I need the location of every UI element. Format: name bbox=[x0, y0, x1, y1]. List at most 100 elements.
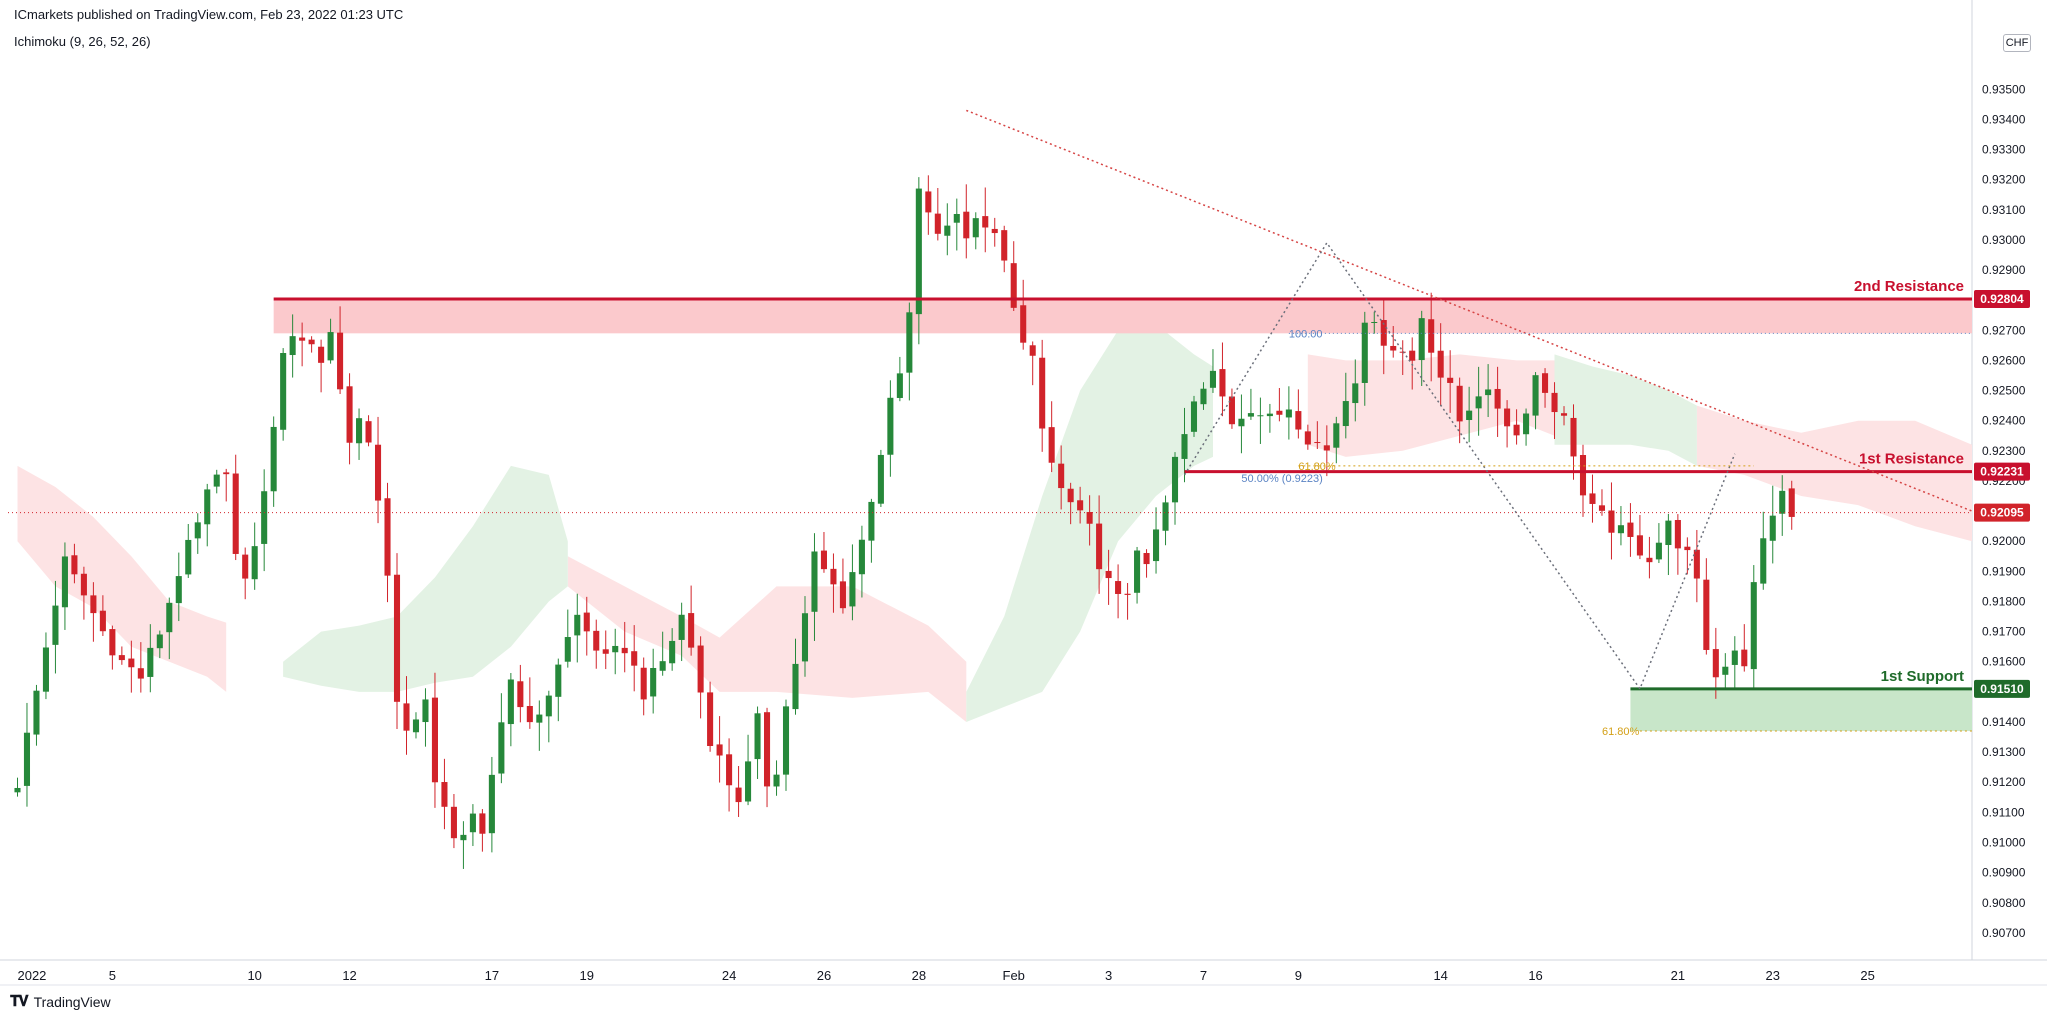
candle-body bbox=[327, 332, 334, 361]
level-label: 2nd Resistance bbox=[1854, 278, 1964, 295]
candle-body bbox=[868, 501, 875, 541]
candle-body bbox=[270, 426, 277, 492]
candle bbox=[982, 187, 989, 253]
candle-body bbox=[1579, 455, 1587, 496]
candle bbox=[1513, 409, 1520, 445]
candle bbox=[1409, 337, 1416, 390]
candle bbox=[1200, 382, 1207, 410]
candle bbox=[346, 373, 353, 465]
candle-body bbox=[232, 473, 239, 554]
candle-body bbox=[71, 555, 78, 575]
candle-body bbox=[1247, 413, 1254, 417]
candle-body bbox=[640, 667, 647, 700]
candle bbox=[1627, 503, 1634, 557]
indicator-label[interactable]: Ichimoku (9, 26, 52, 26) bbox=[14, 34, 151, 49]
candle-body bbox=[1200, 388, 1207, 405]
candle-body bbox=[972, 218, 979, 238]
x-tick-label: 21 bbox=[1671, 968, 1685, 983]
candle-body bbox=[735, 787, 742, 803]
candle bbox=[488, 756, 495, 853]
candle bbox=[1181, 407, 1188, 483]
candle bbox=[1304, 424, 1311, 450]
candle-body bbox=[1314, 442, 1321, 444]
candle bbox=[1209, 349, 1217, 393]
candle-body bbox=[1001, 230, 1008, 261]
candle bbox=[735, 766, 742, 817]
candle-body bbox=[1466, 410, 1473, 421]
candle bbox=[223, 468, 230, 502]
candle bbox=[934, 187, 941, 241]
candle-body bbox=[745, 761, 752, 802]
candle-body bbox=[223, 472, 230, 475]
candle bbox=[1228, 388, 1235, 429]
candle bbox=[887, 380, 894, 477]
candle-body bbox=[688, 613, 695, 648]
candle bbox=[906, 302, 913, 401]
candle-body bbox=[403, 703, 410, 731]
candle bbox=[1314, 421, 1321, 450]
candle bbox=[337, 306, 344, 394]
price-tag bbox=[1974, 462, 2030, 481]
x-tick-label: 14 bbox=[1433, 968, 1447, 983]
level-label: 1st Support bbox=[1881, 668, 1964, 685]
candle-body bbox=[1039, 357, 1046, 429]
candle-body bbox=[612, 645, 619, 653]
candle bbox=[1124, 582, 1131, 620]
candle bbox=[1741, 624, 1748, 672]
candle bbox=[1693, 529, 1700, 603]
fib-label: 61.80% bbox=[1602, 726, 1640, 738]
candle-body bbox=[991, 228, 998, 234]
candle-body bbox=[1513, 424, 1520, 436]
candle bbox=[479, 809, 486, 852]
candle-body bbox=[1361, 322, 1368, 383]
candle bbox=[782, 699, 790, 791]
candle bbox=[194, 513, 201, 554]
candle bbox=[1608, 482, 1615, 560]
candle bbox=[1361, 311, 1368, 406]
candle-body bbox=[1096, 523, 1103, 570]
y-tick-label: 0.93500 bbox=[1982, 82, 2026, 96]
candle bbox=[574, 593, 581, 663]
candle-body bbox=[1162, 502, 1169, 531]
cloud-bearish bbox=[1696, 405, 1972, 542]
candle bbox=[1380, 298, 1387, 375]
candle-body bbox=[1722, 666, 1729, 675]
y-tick-label: 0.93000 bbox=[1982, 233, 2026, 247]
candle bbox=[1096, 495, 1103, 594]
candle bbox=[1029, 341, 1036, 386]
candle bbox=[944, 203, 951, 256]
candle bbox=[128, 640, 135, 693]
candle bbox=[1295, 389, 1302, 439]
x-tick-label: 28 bbox=[912, 968, 926, 983]
candle-body bbox=[763, 712, 771, 787]
candle bbox=[289, 314, 296, 378]
candle bbox=[1560, 406, 1568, 426]
candle bbox=[1750, 565, 1757, 688]
candle-body bbox=[536, 714, 543, 723]
candle bbox=[393, 553, 401, 729]
candle bbox=[612, 628, 619, 675]
level-lines: 2nd Resistance 0.92804 1st Resistance 0.922… bbox=[273, 278, 2030, 698]
candle-body bbox=[1143, 553, 1150, 565]
candle-body bbox=[545, 695, 552, 717]
candle bbox=[1665, 513, 1672, 576]
candle-body bbox=[422, 699, 429, 723]
candle-body bbox=[887, 397, 894, 455]
candle bbox=[763, 707, 771, 808]
candle-body bbox=[42, 647, 49, 692]
candle bbox=[232, 454, 239, 561]
candle bbox=[1247, 388, 1254, 420]
candle-body bbox=[1086, 512, 1093, 524]
candle bbox=[1504, 400, 1511, 448]
candle-body bbox=[1238, 418, 1245, 427]
x-tick-label: 5 bbox=[109, 968, 116, 983]
candle-body bbox=[498, 722, 505, 774]
x-tick-label: 2022 bbox=[17, 968, 46, 983]
candle-body bbox=[1504, 408, 1511, 427]
candle bbox=[545, 690, 552, 743]
candle-body bbox=[1077, 500, 1084, 511]
candle-body bbox=[621, 647, 628, 654]
currency-badge[interactable]: CHF bbox=[2003, 34, 2031, 52]
candle-body bbox=[1447, 377, 1454, 383]
